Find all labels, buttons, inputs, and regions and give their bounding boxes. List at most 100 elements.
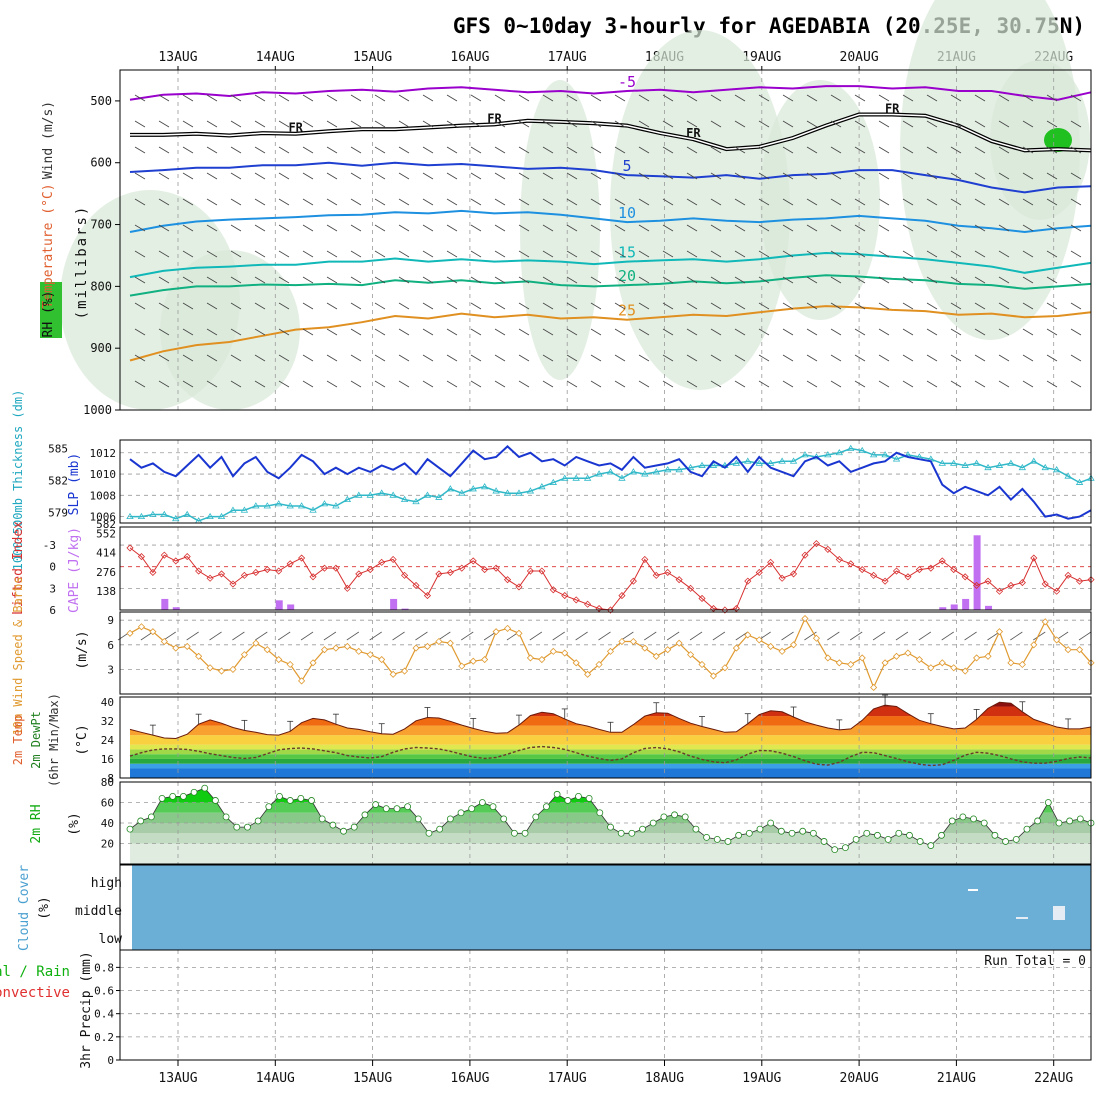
wind-barb [566, 94, 578, 102]
wind-barb [734, 276, 746, 284]
lifted-index-marker [549, 586, 557, 594]
wind-barb [494, 172, 506, 180]
wind-barb [575, 631, 588, 641]
lifted-index-marker [618, 591, 626, 600]
wind-barb [1046, 354, 1058, 362]
thickness-marker [343, 495, 352, 502]
lifted-index-marker [183, 553, 191, 561]
rh-marker [788, 829, 796, 837]
wind-barb [782, 354, 794, 362]
wind-barb [974, 146, 986, 154]
wind-barb [206, 276, 218, 284]
wind-barb [518, 120, 530, 128]
wind-speed-marker [183, 642, 191, 651]
lifted-index-marker [458, 564, 466, 572]
thickness-marker [309, 506, 317, 513]
wind-barb [998, 94, 1010, 102]
wind-barb [926, 120, 938, 128]
wind-barb [350, 120, 362, 128]
wind-barb [374, 276, 386, 284]
wind-barb [182, 94, 194, 102]
cloud-cell [1053, 906, 1065, 920]
wind-barb [182, 224, 194, 232]
wind-barb [422, 302, 434, 310]
cloud-field [132, 865, 1091, 950]
wind-barb [666, 631, 680, 641]
thickness-marker [275, 500, 283, 507]
li-tick-label: 6 [49, 604, 56, 617]
wind-barb [230, 328, 242, 336]
wind-barb [686, 224, 698, 232]
wind-barb [254, 94, 266, 102]
wind-barb [830, 224, 842, 232]
wind-speed-marker [423, 642, 432, 651]
wind-barb [878, 276, 890, 284]
lifted-index-marker [240, 571, 248, 579]
li-tick-label: 0 [49, 561, 56, 574]
wind-barb [950, 94, 962, 102]
wind-barb [350, 146, 362, 154]
wind-barb [710, 354, 722, 362]
wind-barb [686, 328, 698, 336]
rh-marker [169, 792, 177, 800]
wind-barb [374, 172, 386, 180]
wind-speed-marker [492, 628, 500, 636]
wind-barb [782, 146, 794, 154]
isotherm-line [129, 305, 1092, 362]
wind-unit: (m/s) [75, 630, 90, 669]
wind-barb [470, 224, 482, 232]
wind-speed-marker [515, 629, 523, 637]
wind-barb [1022, 94, 1034, 102]
lifted-index-marker [767, 558, 775, 566]
lifted-index-marker [927, 564, 935, 572]
rh-marker [809, 829, 817, 837]
wind-barb [254, 198, 266, 206]
wind-speed-marker [412, 644, 420, 652]
rh-tick-label: 20 [101, 838, 114, 851]
wind-tick-label: 9 [107, 614, 114, 627]
lifted-index-marker [778, 574, 786, 582]
rh-marker [340, 827, 347, 835]
thickness-marker [1018, 463, 1027, 471]
wind-speed-marker [835, 659, 843, 667]
wind-barb [158, 224, 170, 232]
wind-barb [182, 302, 194, 310]
wind-barb [470, 302, 482, 310]
rh-marker [382, 805, 390, 813]
wind-barb [134, 276, 146, 284]
wind-barb [854, 146, 866, 154]
wind-barb [206, 120, 218, 128]
lifted-index-marker [1007, 581, 1015, 590]
lifted-index-marker [629, 577, 637, 585]
thickness-marker [824, 451, 832, 458]
wind-speed-marker [641, 644, 649, 652]
wind-barb [470, 354, 482, 362]
wind-barb [422, 94, 434, 102]
wind-speed-marker [687, 651, 695, 659]
wind-barb [710, 94, 722, 102]
wind-barb [830, 302, 842, 310]
wind-barb [206, 354, 218, 362]
wind-barb [470, 146, 482, 154]
wind-barb [446, 120, 458, 128]
wind-barb [902, 224, 914, 232]
cape-bar [401, 608, 409, 610]
wind-barb [1070, 172, 1082, 180]
wind-barb [1046, 380, 1058, 388]
rh-marker [201, 784, 209, 792]
thickness-marker [355, 491, 363, 498]
wind-barb [1046, 302, 1058, 310]
wind-barb [255, 631, 268, 641]
isotherm-label: 25 [618, 302, 636, 320]
wind-barb [374, 354, 386, 362]
wind-barb [974, 276, 986, 284]
wind-barb [598, 631, 611, 641]
wind-barb [494, 94, 506, 102]
rh-marker [286, 797, 294, 804]
rh-marker [137, 817, 145, 825]
wind-speed-marker [984, 652, 992, 660]
precip-conv-label: Convective [0, 985, 70, 1001]
wind-barb [998, 146, 1010, 154]
wind-barb [782, 94, 794, 102]
wind-barb [134, 380, 146, 388]
